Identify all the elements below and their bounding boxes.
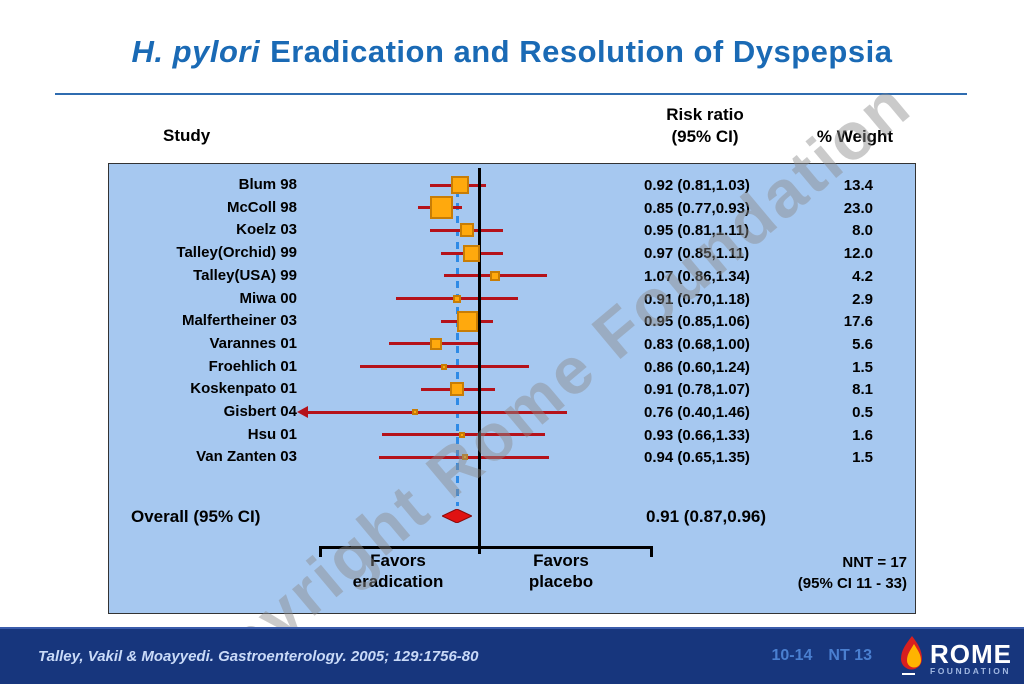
- favors-eradication-label: Favors eradication: [352, 551, 444, 591]
- study-label: McColl 98: [226, 198, 297, 216]
- page-title: H. pylori Eradication and Resolution of D…: [0, 34, 1024, 70]
- favors-placebo-label: Favors placebo: [528, 551, 594, 591]
- risk-ratio-text: 0.91 (0.70,1.18): [644, 290, 750, 308]
- study-label: Koelz 03: [236, 221, 297, 239]
- effect-square: [450, 382, 465, 397]
- risk-ratio-text: 0.83 (0.68,1.00): [644, 335, 750, 353]
- flame-icon: [899, 635, 923, 682]
- study-label: Van Zanten 03: [196, 448, 297, 466]
- risk-ratio-text: 0.94 (0.65,1.35): [644, 449, 750, 467]
- ci-line: [307, 410, 568, 414]
- nnt-annotation: NNT = 17 (95% CI 11 - 33): [797, 554, 907, 592]
- weight-text: 5.6: [852, 335, 873, 353]
- study-label: Miwa 00: [239, 289, 297, 307]
- risk-ratio-text: 0.97 (0.85,1.11): [644, 245, 750, 263]
- effect-square: [412, 409, 419, 415]
- weight-text: 1.6: [852, 426, 873, 444]
- overall-diamond: [440, 508, 474, 528]
- weight-text: 1.5: [852, 449, 873, 467]
- citation-text: Talley, Vakil & Moayyedi. Gastroenterolo…: [38, 648, 479, 665]
- study-label: Talley(Orchid) 99: [176, 244, 297, 262]
- risk-ratio-text: 0.91 (0.78,1.07): [644, 381, 750, 399]
- risk-header-line2: (95% CI): [671, 127, 739, 146]
- overall-estimate-dashed-line: [455, 177, 459, 506]
- risk-ratio-text: 0.95 (0.81,1.11): [644, 222, 750, 240]
- study-label: Froehlich 01: [208, 357, 297, 375]
- logo-text: ROME FOUNDATION: [930, 638, 1012, 676]
- effect-square: [429, 196, 453, 220]
- weight-text: 23.0: [843, 199, 873, 217]
- column-header-weight: % Weight: [816, 127, 894, 146]
- risk-header-line1: Risk ratio: [666, 105, 744, 124]
- title-italic-part: H. pylori: [131, 34, 261, 69]
- null-effect-line: [477, 168, 481, 554]
- risk-ratio-text: 0.95 (0.85,1.06): [644, 313, 750, 331]
- weight-text: 4.2: [852, 267, 873, 285]
- risk-ratio-text: 0.86 (0.60,1.24): [644, 358, 750, 376]
- weight-text: 13.4: [843, 177, 873, 194]
- overall-label: Overall (95% CI): [131, 507, 261, 526]
- study-label: Gisbert 04: [223, 403, 297, 420]
- effect-square: [461, 454, 468, 461]
- effect-square: [459, 431, 466, 438]
- risk-ratio-text: 0.76 (0.40,1.46): [644, 404, 750, 421]
- risk-ratio-text: 0.92 (0.81,1.03): [644, 177, 750, 194]
- risk-ratio-text: 0.93 (0.66,1.33): [644, 426, 750, 444]
- slide-code: NT 13: [828, 647, 872, 664]
- overall-estimate-text: 0.91 (0.87,0.96): [646, 507, 767, 526]
- weight-text: 2.9: [852, 290, 873, 308]
- weight-text: 8.0: [852, 222, 873, 240]
- weight-text: 0.5: [852, 404, 873, 421]
- title-rest-part: Eradication and Resolution of Dyspepsia: [270, 34, 893, 69]
- study-label: Hsu 01: [247, 425, 297, 443]
- forest-plot-area: Overall (95% CI) 0.91 (0.87,0.96) Favors…: [108, 163, 916, 614]
- weight-text: 1.5: [852, 358, 873, 376]
- effect-square: [440, 363, 447, 370]
- weight-text: 12.0: [843, 245, 873, 263]
- risk-ratio-text: 0.85 (0.77,0.93): [644, 199, 750, 217]
- rome-foundation-logo: ROME FOUNDATION: [899, 635, 1012, 682]
- study-label: Blum 98: [238, 176, 297, 193]
- page-number: 10-14: [771, 647, 813, 664]
- effect-square: [450, 176, 469, 194]
- study-label: Varannes 01: [209, 334, 297, 352]
- risk-ratio-text: 1.07 (0.86,1.34): [644, 267, 750, 285]
- x-axis-line: [319, 546, 653, 549]
- x-axis-right-tick: [650, 546, 653, 557]
- effect-square: [463, 244, 481, 262]
- effect-square: [489, 270, 500, 281]
- column-header-risk-ratio: Risk ratio (95% CI): [615, 104, 795, 148]
- effect-square: [460, 223, 475, 238]
- effect-square: [429, 337, 442, 350]
- effect-square: [453, 294, 462, 303]
- ci-arrow-left: [297, 406, 308, 418]
- footer-bar: Talley, Vakil & Moayyedi. Gastroenterolo…: [0, 627, 1024, 684]
- study-label: Malfertheiner 03: [181, 312, 297, 330]
- study-label: Talley(USA) 99: [193, 266, 297, 284]
- x-axis-left-tick: [319, 546, 322, 557]
- study-label: Koskenpato 01: [190, 380, 297, 398]
- effect-square: [456, 310, 478, 332]
- weight-text: 8.1: [852, 381, 873, 399]
- column-header-study: Study: [163, 126, 211, 145]
- title-underline: [55, 93, 967, 95]
- page-labels: 10-14 NT 13: [772, 647, 873, 665]
- weight-text: 17.6: [843, 313, 873, 331]
